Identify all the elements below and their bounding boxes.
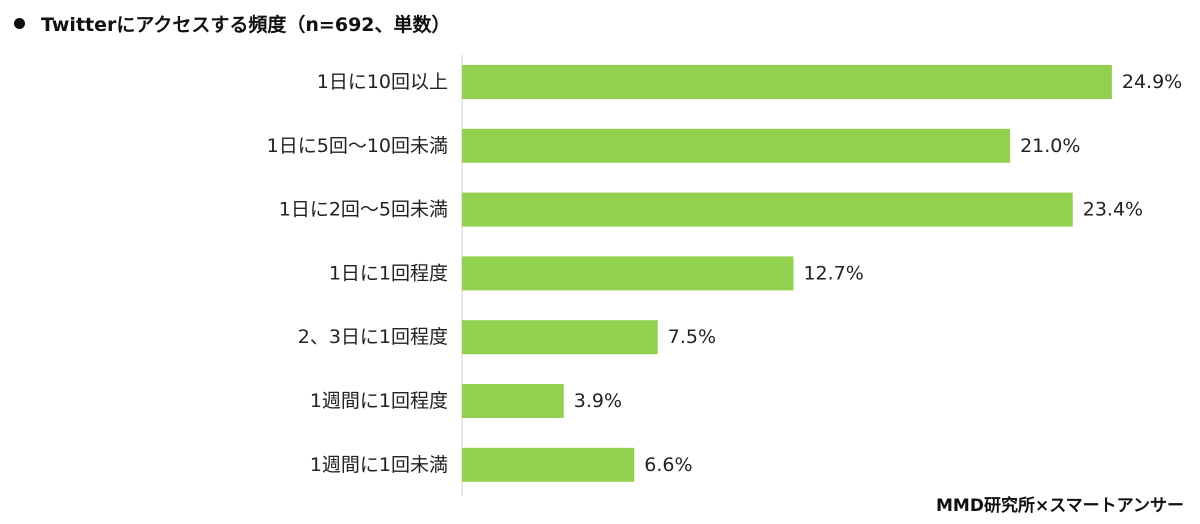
bar	[462, 128, 1011, 163]
category-label: 2、3日に1回程度	[298, 326, 448, 348]
bar	[462, 256, 794, 291]
value-label: 6.6%	[644, 454, 692, 476]
chart-title-row: Twitterにアクセスする頻度（n=692、単数）	[14, 8, 451, 38]
bar	[462, 65, 1112, 99]
value-label: 12.7%	[803, 262, 863, 284]
value-label: 24.9%	[1122, 71, 1182, 93]
value-label: 23.4%	[1083, 199, 1143, 221]
bar	[462, 384, 564, 418]
category-label: 1週間に1回程度	[310, 390, 448, 412]
category-label: 1日に2回～5回未満	[279, 199, 448, 221]
category-label: 1日に5回～10回未満	[267, 135, 448, 157]
category-label: 1日に1回程度	[329, 262, 448, 284]
value-label: 21.0%	[1020, 135, 1080, 157]
source-credit: MMD研究所×スマートアンサー	[936, 496, 1184, 516]
bullet-icon	[14, 17, 25, 29]
category-label: 1週間に1回未満	[310, 454, 448, 476]
bar	[462, 192, 1073, 227]
chart-title: Twitterにアクセスする頻度（n=692、単数）	[41, 13, 451, 36]
value-label: 3.9%	[574, 390, 622, 412]
bar	[462, 320, 658, 355]
category-label: 1日に10回以上	[317, 71, 448, 93]
bar	[462, 447, 635, 482]
value-label: 7.5%	[668, 326, 716, 348]
